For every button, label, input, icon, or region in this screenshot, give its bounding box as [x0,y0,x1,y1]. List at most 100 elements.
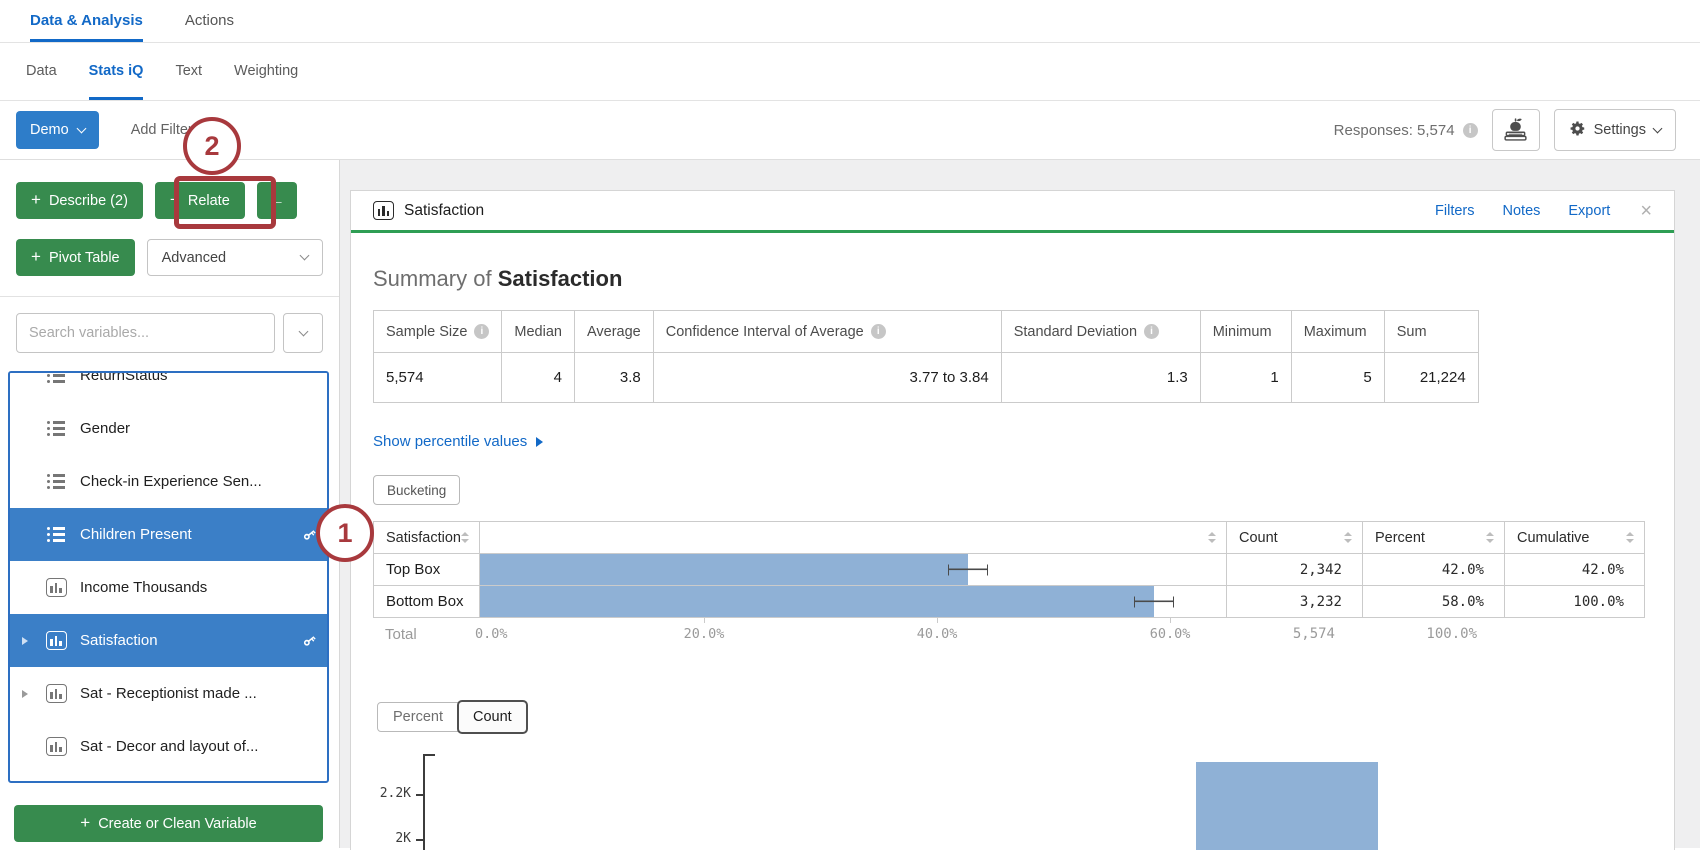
y-axis-tick-label: 2K [395,831,411,846]
axis-tick-label: 0.0% [475,626,508,642]
primary-nav: Data & Analysis Actions [0,0,1700,43]
histogram-icon [44,737,68,756]
variable-item-income-thousands[interactable]: Income Thousands [10,561,327,614]
responses-label: Responses: 5,574 [1333,121,1455,139]
bucket-cumulative: 42.0% [1503,553,1645,586]
categorical-list-icon [44,474,68,489]
chart-y-axis [423,754,425,850]
analysis-buttons-row: + Describe (2) + Relate ← [16,182,323,219]
stat-column-median: Median [501,310,575,353]
chevron-down-icon [298,326,308,336]
tab-data[interactable]: Data [26,63,57,79]
tab-text[interactable]: Text [175,63,203,79]
advanced-dropdown-button[interactable]: Advanced [146,239,323,276]
variable-item-check-in-experience-sen[interactable]: Check-in Experience Sen... [10,455,327,508]
confidence-whisker [1133,596,1174,607]
freq-column-bar[interactable] [478,521,1227,554]
learning-resources-button[interactable] [1491,109,1540,151]
stat-value: 5 [1290,352,1385,403]
percent-count-toggle: Percent Count [377,700,528,734]
tab-weighting[interactable]: Weighting [234,63,299,79]
stat-value: 1 [1199,352,1292,403]
sort-icon[interactable] [1625,532,1634,543]
describe-button[interactable]: + Describe (2) [16,182,143,219]
variable-item-returnstatus[interactable]: ReturnStatus [10,371,327,402]
stat-column-minimum: Minimum [1199,310,1292,353]
info-icon[interactable]: i [1144,324,1160,339]
search-variables-input[interactable] [16,313,275,353]
add-filter-button[interactable]: Add Filter [130,122,193,138]
stat-column-sum: Sum [1383,310,1479,353]
freq-column-count[interactable]: Count [1225,521,1363,554]
percent-axis: 0.0% 20.0% 40.0% 60.0% [471,618,1219,652]
sort-icon[interactable] [1207,532,1216,543]
pivot-table-label: Pivot Table [48,249,120,266]
summary-heading: Summary of Satisfaction [373,266,1652,292]
total-percent: 100.0% [1426,626,1477,642]
freq-column-cumulative[interactable]: Cumulative [1503,521,1645,554]
pivot-table-button[interactable]: + Pivot Table [16,239,135,276]
confidence-whisker [948,564,988,575]
variable-list: ReturnStatus Gender Check-in Experience Se… [8,371,329,783]
bucket-percent: 42.0% [1361,553,1505,586]
notes-link[interactable]: Notes [1502,202,1541,219]
stat-column-average: Average [573,310,654,353]
chart-bar [1196,762,1378,850]
workspace-body: + Describe (2) + Relate ← + Pivot Table … [0,160,1700,850]
info-icon[interactable]: i [1462,122,1478,138]
filters-link[interactable]: Filters [1435,202,1475,219]
variable-label: ReturnStatus [80,371,168,384]
caret-right-icon[interactable] [22,689,38,698]
axis-tick [704,618,705,623]
variable-item-children-present[interactable]: Children Present [10,508,327,561]
axis-tick-label: 40.0% [916,626,958,642]
analysis-area: Satisfaction Filters Notes Export × Summ… [340,160,1700,850]
chevron-down-icon [1652,123,1663,133]
sort-icon[interactable] [1485,532,1494,543]
variable-label: Income Thousands [80,579,208,596]
sort-icon[interactable] [460,532,469,543]
variable-item-sat-receptionist-made[interactable]: Sat - Receptionist made ... [10,667,327,720]
summary-variable: Satisfaction [497,266,623,291]
total-count: 5,574 [1292,626,1335,642]
close-icon[interactable]: × [1640,199,1652,222]
search-options-dropdown[interactable] [283,313,323,353]
stat-column-standard-deviation: Standard Deviation i [1000,310,1201,353]
variable-item-gender[interactable]: Gender [10,402,327,455]
percent-bar [479,554,968,585]
settings-label: Settings [1593,122,1646,138]
tab-stats-iq[interactable]: Stats iQ [88,43,144,100]
toggle-percent-button[interactable]: Percent [377,702,459,732]
chevron-down-icon [76,123,87,133]
histogram-icon [373,201,394,220]
create-or-clean-variable-button[interactable]: + Create or Clean Variable [14,805,323,842]
show-percentile-values-link[interactable]: Show percentile values [373,433,544,450]
stat-column-maximum: Maximum [1290,310,1385,353]
chevron-down-icon [299,250,310,261]
card-links: Filters Notes Export × [1435,201,1652,221]
export-link[interactable]: Export [1568,202,1611,219]
variable-item-sat-decor-and-layout-of[interactable]: Sat - Decor and layout of... [10,720,327,773]
info-icon[interactable]: i [474,324,490,339]
toggle-count-button[interactable]: Count [456,700,528,734]
variables-sidebar: + Describe (2) + Relate ← + Pivot Table … [0,160,340,848]
tab-data-and-analysis[interactable]: Data & Analysis [30,0,143,42]
tab-actions[interactable]: Actions [184,12,235,29]
bucket-bar-cell [478,585,1227,618]
stat-value: 21,224 [1383,352,1479,403]
frequency-table: Satisfaction Count Percent Cumulative Top Bo… [373,521,1645,618]
workspace-dropdown-button[interactable]: Demo [16,111,99,149]
freq-column-percent[interactable]: Percent [1361,521,1505,554]
count-bar-chart: 2.2K 2K [373,754,1652,850]
bucketing-button[interactable]: Bucketing [373,475,461,505]
annotation-box-relate [174,176,276,229]
histogram-icon [44,684,68,703]
sort-icon[interactable] [1343,532,1352,543]
freq-column-satisfaction[interactable]: Satisfaction [373,521,480,554]
create-variable-label: Create or Clean Variable [98,815,257,832]
key-variable-icon [302,633,317,648]
settings-button[interactable]: Settings [1553,109,1676,151]
variable-item-satisfaction[interactable]: Satisfaction [10,614,327,667]
caret-right-icon[interactable] [22,636,38,645]
info-icon[interactable]: i [870,324,886,339]
